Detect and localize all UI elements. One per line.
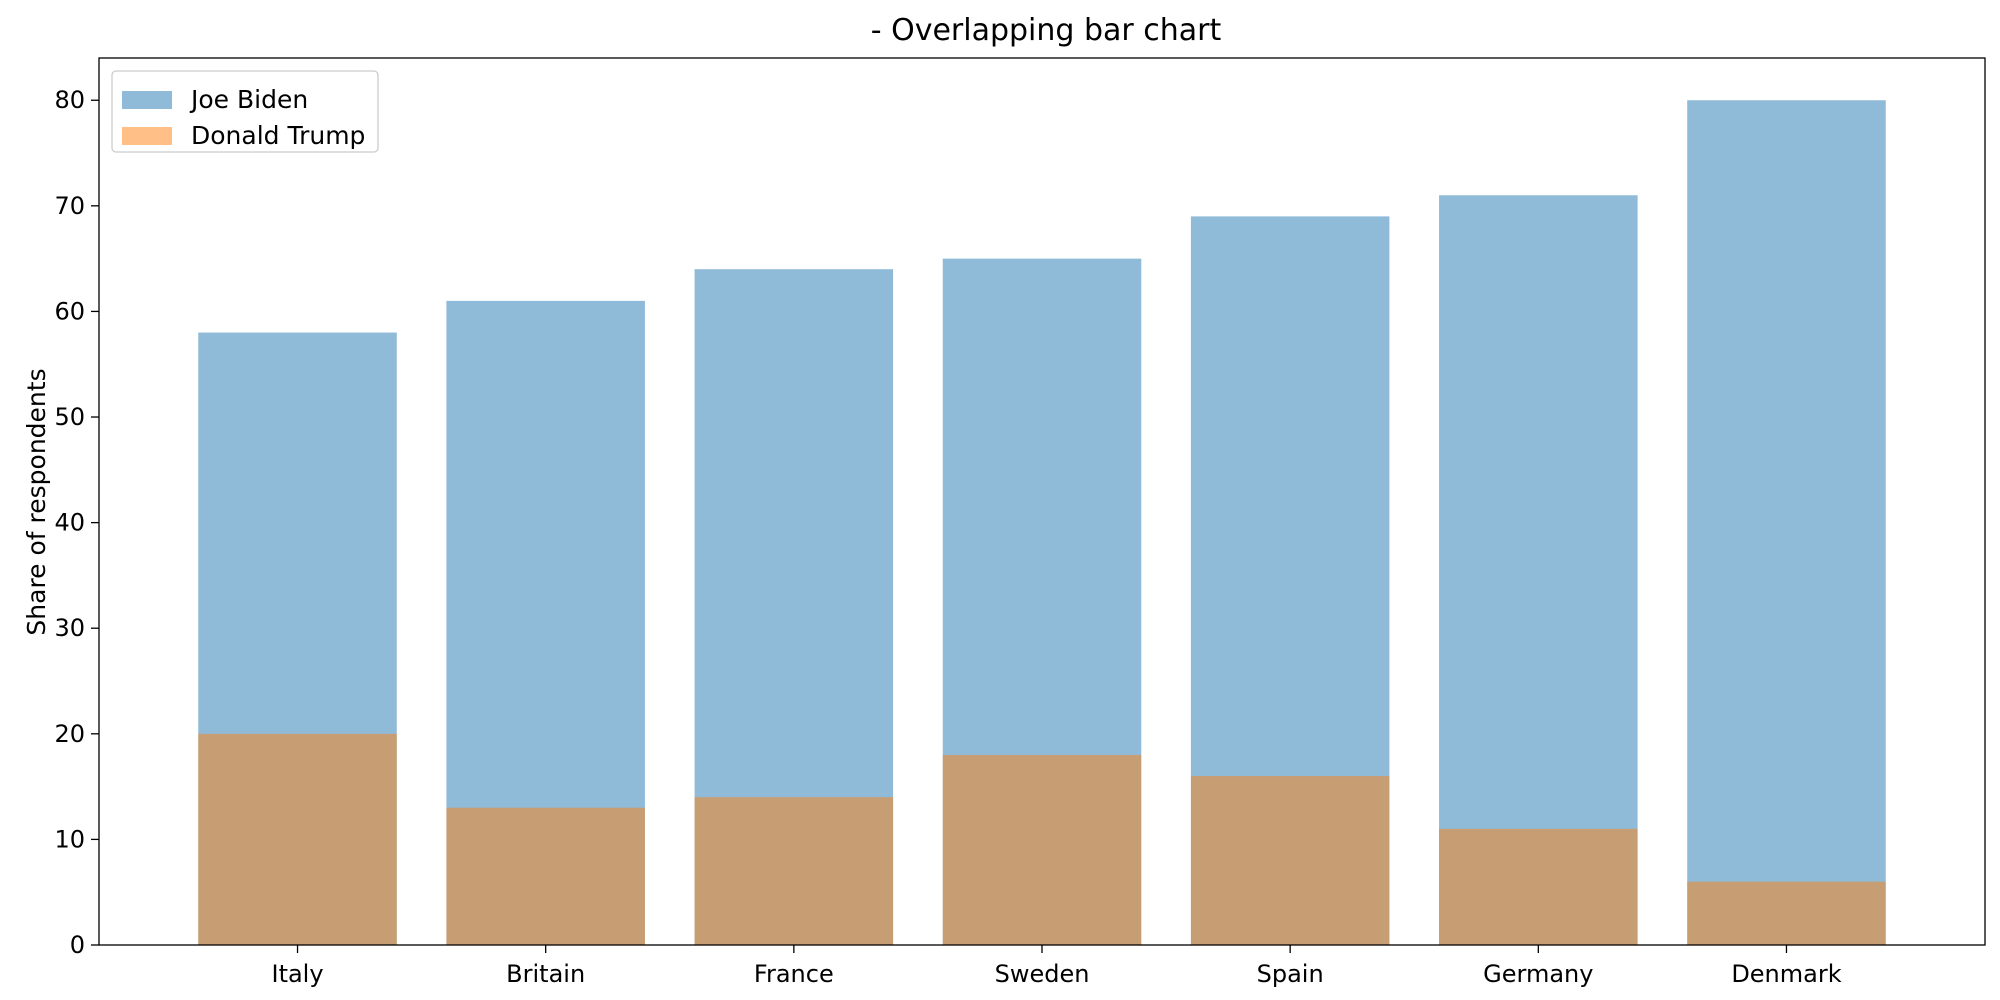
legend-label-joe-biden: Joe Biden bbox=[189, 85, 308, 114]
bar-donald-trump-sweden bbox=[942, 754, 1142, 945]
legend-label-donald-trump: Donald Trump bbox=[191, 121, 365, 150]
bar-donald-trump-france bbox=[694, 797, 894, 945]
y-tick-label: 30 bbox=[54, 614, 85, 642]
x-tick-label-spain: Spain bbox=[1257, 960, 1324, 988]
y-tick-label: 60 bbox=[54, 297, 85, 325]
bar-joe-biden-germany bbox=[1439, 195, 1638, 945]
bar-donald-trump-italy bbox=[198, 733, 397, 945]
x-tick-label-denmark: Denmark bbox=[1731, 960, 1841, 988]
bars-layer bbox=[198, 100, 1886, 946]
y-axis: 0 10 20 30 40 50 60 70 80 bbox=[54, 86, 99, 959]
legend-frame bbox=[111, 70, 379, 153]
y-tick-label: 70 bbox=[54, 192, 85, 220]
y-tick-label: 0 bbox=[70, 931, 85, 959]
series-donald-trump bbox=[198, 733, 1886, 945]
bar-donald-trump-germany bbox=[1439, 828, 1638, 945]
y-tick-label: 80 bbox=[54, 86, 85, 114]
bar-joe-biden-denmark bbox=[1687, 100, 1886, 946]
bar-donald-trump-denmark bbox=[1687, 881, 1886, 945]
x-tick-label-sweden: Sweden bbox=[995, 960, 1090, 988]
y-tick-label: 20 bbox=[54, 720, 85, 748]
y-tick-label: 40 bbox=[54, 509, 85, 537]
y-tick-label: 50 bbox=[54, 403, 85, 431]
x-tick-label-france: France bbox=[754, 960, 834, 988]
x-axis: Italy Britain France Sweden Spain Germany Denm… bbox=[271, 945, 1842, 988]
x-tick-label-germany: Germany bbox=[1483, 960, 1593, 988]
x-tick-label-britain: Britain bbox=[506, 960, 585, 988]
chart-title: - Overlapping bar chart bbox=[871, 13, 1222, 48]
y-axis-title: Share of respondents bbox=[22, 368, 51, 635]
legend-swatch-joe-biden bbox=[122, 91, 172, 109]
x-tick-label-italy: Italy bbox=[271, 960, 323, 988]
bar-donald-trump-britain bbox=[446, 807, 645, 945]
y-tick-label: 10 bbox=[54, 825, 85, 853]
legend-swatch-donald-trump bbox=[122, 127, 172, 145]
bar-donald-trump-spain bbox=[1190, 776, 1390, 945]
legend: Joe Biden Donald Trump bbox=[111, 70, 379, 153]
